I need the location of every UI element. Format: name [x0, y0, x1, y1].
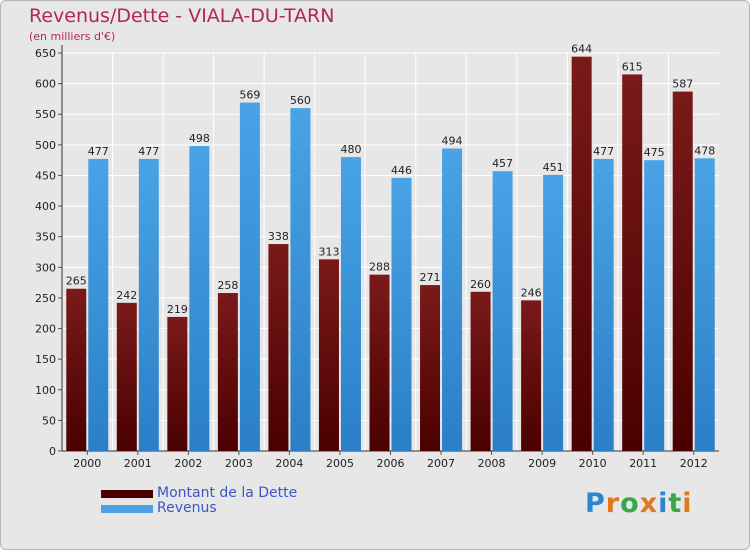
bar-dette [268, 244, 289, 451]
y-tick-label: 400 [35, 200, 56, 213]
bar-revenus [644, 160, 665, 451]
data-label-revenus: 498 [189, 132, 210, 145]
x-tick-label: 2005 [326, 457, 354, 470]
data-label-revenus: 480 [340, 143, 361, 156]
y-tick-label: 200 [35, 323, 56, 336]
proxiti-logo: Proxiti [585, 488, 693, 519]
x-tick-label: 2011 [629, 457, 657, 470]
bar-revenus [543, 174, 564, 451]
data-labels: 265 477 242 477 219 498 258 569 338 560 313 480 288 4… [66, 43, 715, 316]
data-label-revenus: 451 [543, 161, 564, 174]
y-tick-label: 0 [49, 445, 56, 458]
y-tick-label: 300 [35, 261, 56, 274]
x-tick-label: 2006 [377, 457, 405, 470]
logo-letter: x [639, 488, 659, 519]
bar-revenus [88, 158, 109, 451]
bar-dette [217, 293, 238, 451]
data-label-revenus: 477 [88, 145, 109, 158]
data-label-dette: 615 [622, 60, 643, 73]
data-label-revenus: 560 [290, 94, 311, 107]
data-label-dette: 587 [672, 78, 693, 91]
x-tick-label: 2010 [579, 457, 607, 470]
bar-dette [420, 285, 441, 451]
data-label-dette: 219 [167, 303, 188, 316]
legend-swatch-dette [101, 490, 153, 498]
bar-dette [672, 91, 693, 452]
bar-revenus [593, 158, 614, 451]
bar-dette [369, 274, 390, 451]
bar-revenus [239, 102, 260, 451]
bar-revenus [442, 148, 463, 451]
data-label-dette: 265 [66, 275, 87, 288]
data-label-dette: 313 [318, 245, 339, 258]
y-tick-label: 450 [35, 169, 56, 182]
data-label-revenus: 569 [239, 89, 260, 102]
bar-revenus [290, 108, 311, 451]
x-tick-label: 2008 [478, 457, 506, 470]
chart-subtitle: (en milliers d'€) [29, 30, 116, 43]
y-tick-label: 650 [35, 47, 56, 60]
x-tick-label: 2009 [528, 457, 556, 470]
x-tick-label: 2003 [225, 457, 253, 470]
y-tick-label: 50 [42, 414, 56, 427]
x-tick-label: 2004 [275, 457, 303, 470]
data-label-dette: 246 [521, 286, 542, 299]
y-tick-label: 350 [35, 231, 56, 244]
bar-revenus [138, 158, 159, 451]
logo-letter: r [605, 488, 621, 519]
bar-revenus [694, 158, 715, 451]
bars [66, 56, 715, 452]
gridlines [62, 52, 719, 451]
data-label-revenus: 478 [694, 144, 715, 157]
bar-dette [167, 316, 188, 451]
y-tick-label: 600 [35, 78, 56, 91]
y-tick-label: 100 [35, 384, 56, 397]
bar-dette [116, 302, 137, 451]
bar-dette [470, 291, 491, 451]
logo-letter: P [585, 488, 606, 519]
y-tick-label: 150 [35, 353, 56, 366]
data-label-revenus: 494 [442, 135, 463, 148]
bar-revenus [391, 177, 412, 451]
legend-label-revenus: Revenus [157, 500, 217, 516]
data-label-revenus: 477 [593, 145, 614, 158]
legend-swatch-revenus [101, 505, 153, 513]
logo-letter: o [620, 488, 640, 519]
y-tick-label: 550 [35, 108, 56, 121]
logo-letter: i [682, 488, 693, 519]
x-tick-label: 2007 [427, 457, 455, 470]
bar-dette [622, 74, 643, 451]
axes: 0 50 100 150 200 250 300 350 400 450 500 550 600 650 2… [35, 45, 719, 470]
bar-revenus [492, 171, 513, 451]
data-label-revenus: 477 [138, 145, 159, 158]
y-tick-label: 250 [35, 292, 56, 305]
data-label-revenus: 446 [391, 164, 412, 177]
bar-dette [521, 300, 542, 451]
chart-title: Revenus/Dette - VIALA-DU-TARN [29, 5, 335, 27]
bar-revenus [340, 157, 361, 452]
bar-dette [66, 288, 87, 451]
data-label-dette: 338 [268, 230, 289, 243]
bar-dette [571, 56, 592, 451]
data-label-dette: 644 [571, 43, 592, 56]
y-tick-label: 500 [35, 139, 56, 152]
data-label-dette: 242 [116, 289, 137, 302]
data-label-revenus: 475 [644, 146, 665, 159]
logo-letter: i [658, 488, 669, 519]
x-tick-label: 2002 [174, 457, 202, 470]
data-label-dette: 258 [217, 279, 238, 292]
x-tick-label: 2001 [124, 457, 152, 470]
logo-letter: t [668, 488, 683, 519]
data-label-dette: 260 [470, 278, 491, 291]
x-tick-label: 2012 [680, 457, 708, 470]
bar-revenus [189, 146, 210, 451]
legend-label-dette: Montant de la Dette [157, 485, 298, 501]
bar-dette [318, 259, 339, 451]
x-tick-label: 2000 [73, 457, 101, 470]
data-label-revenus: 457 [492, 157, 513, 170]
data-label-dette: 288 [369, 261, 390, 274]
data-label-dette: 271 [420, 271, 441, 284]
